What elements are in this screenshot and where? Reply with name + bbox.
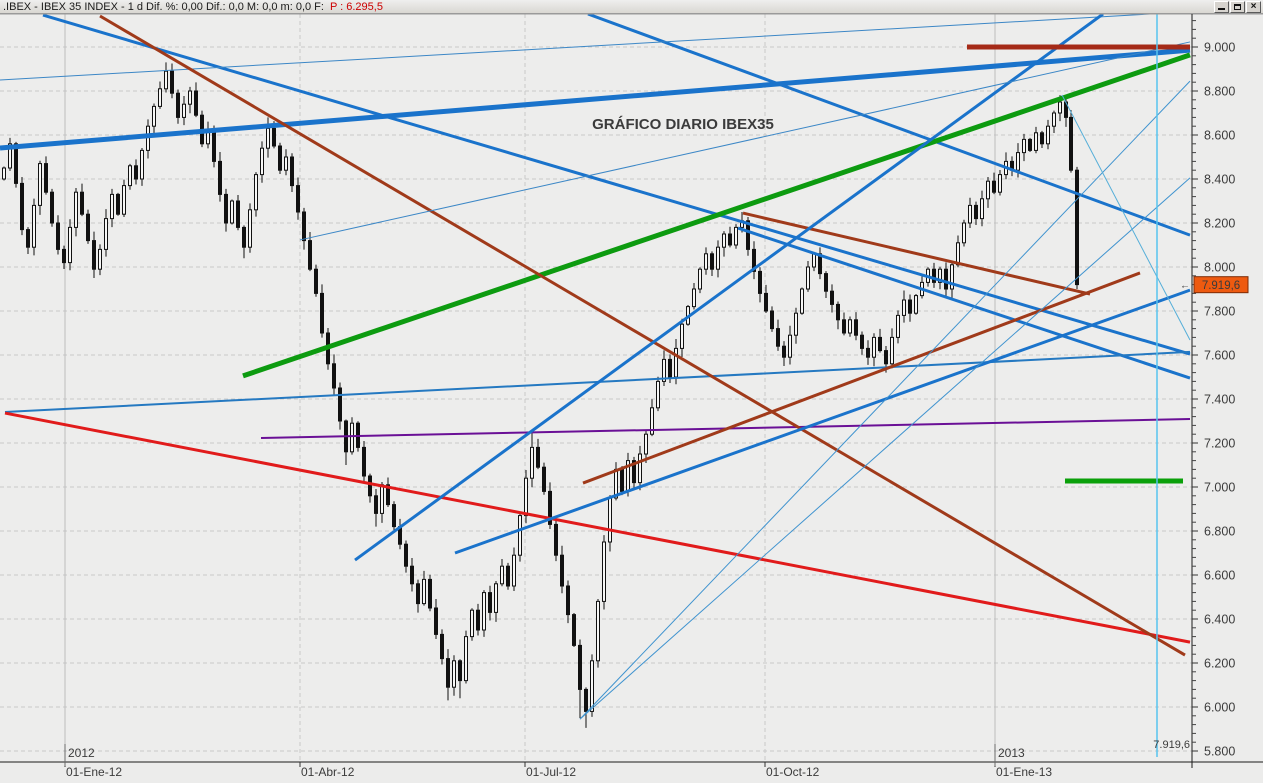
- window-titlebar[interactable]: .IBEX - IBEX 35 INDEX - 1 d Dif. %: 0,00…: [0, 0, 1263, 14]
- price-axis-label: 6.600: [1204, 569, 1235, 583]
- price-axis-label: 6.200: [1204, 657, 1235, 671]
- price-axis-label: 6.800: [1204, 525, 1235, 539]
- price-axis-label: 5.800: [1204, 745, 1235, 759]
- price-axis-label: 7.400: [1204, 393, 1235, 407]
- trend-line-long-descending-brown[interactable]: [99, 14, 1186, 657]
- price-axis-label: 8.800: [1204, 85, 1235, 99]
- trend-line-major-uptrend-green[interactable]: [242, 52, 1191, 379]
- time-axis-strip[interactable]: [0, 762, 1263, 783]
- axes: 9.000 8.800 8.600 8.400 8.200 8.000 7.800 7.600…: [0, 14, 1263, 779]
- price-axis-label: 8.400: [1204, 173, 1235, 187]
- trend-line-rising-channel-top-thick-blue[interactable]: [0, 47, 1191, 151]
- chart-canvas[interactable]: GRÁFICO DIARIO IBEX35 7.919,6 9.000 8.800…: [0, 14, 1263, 783]
- maximize-icon: [1234, 3, 1241, 10]
- close-button[interactable]: ×: [1246, 0, 1261, 13]
- window-title-price: P : 6.295,5: [329, 0, 383, 13]
- trend-line-downtrend-from-sep-peak-blue[interactable]: [737, 226, 1191, 380]
- cursor-line[interactable]: 7.919,6: [1153, 14, 1190, 757]
- trend-line-short-descending-brown[interactable]: [742, 211, 1091, 296]
- minimize-button[interactable]: [1214, 0, 1229, 13]
- last-price-label: 7.919,6: [1202, 280, 1240, 292]
- close-icon: ×: [1250, 0, 1257, 12]
- candlestick-series: [2, 62, 1079, 728]
- maximize-button[interactable]: [1230, 0, 1245, 13]
- window-title: .IBEX - IBEX 35 INDEX - 1 d Dif. %: 0,00…: [3, 0, 324, 13]
- price-axis-label: 8.000: [1204, 261, 1235, 275]
- price-axis-label: 6.400: [1204, 613, 1235, 627]
- price-axis-label: 7.000: [1204, 481, 1235, 495]
- price-axis-label: 7.800: [1204, 305, 1235, 319]
- window-buttons: ×: [1214, 0, 1261, 13]
- time-axis-label: 01-Abr-12: [301, 765, 355, 779]
- trend-line-rising-brown[interactable]: [582, 271, 1141, 485]
- time-axis-label: 01-Jul-12: [526, 765, 576, 779]
- time-axis-label: 01-Ene-12: [66, 765, 122, 779]
- trend-line-downtrend-mid-blue[interactable]: [587, 14, 1191, 237]
- price-axis-label: 8.600: [1204, 129, 1235, 143]
- year-marker-label: 2012: [68, 746, 95, 760]
- trend-lines[interactable]: [0, 14, 1191, 720]
- trend-line-thin-rising-blue[interactable]: [299, 41, 1191, 241]
- minimize-icon: [1218, 8, 1225, 10]
- chart-title: GRÁFICO DIARIO IBEX35: [592, 116, 774, 133]
- time-axis-label: 01-Ene-13: [996, 765, 1052, 779]
- price-axis-label: 7.600: [1204, 349, 1235, 363]
- price-axis-label: 9.000: [1204, 41, 1235, 55]
- cursor-price-label: 7.919,6: [1153, 739, 1190, 751]
- last-price-badge: [1193, 276, 1249, 294]
- trend-line-rising-medium-blue[interactable]: [454, 288, 1191, 555]
- year-marker-label: 2013: [998, 746, 1025, 760]
- gridlines: [0, 14, 1192, 762]
- trend-line-fan-from-july-low-shallow-cyan[interactable]: [579, 177, 1191, 720]
- price-axis-strip[interactable]: [1192, 14, 1263, 769]
- price-axis-label: 8.200: [1204, 217, 1235, 231]
- trend-line-long-descending-red[interactable]: [4, 411, 1191, 644]
- trend-line-fan-from-july-low-steep-cyan[interactable]: [579, 80, 1191, 720]
- trend-line-descending-from-jan-peak-cyan[interactable]: [1061, 94, 1191, 341]
- trend-line-downtrend-from-top-left-blue[interactable]: [42, 14, 1191, 356]
- price-axis-label: 6.000: [1204, 701, 1235, 715]
- time-axis-label: 01-Oct-12: [766, 765, 820, 779]
- trend-line-steep-uptrend-blue[interactable]: [354, 14, 1104, 562]
- price-axis-label: 7.200: [1204, 437, 1235, 451]
- last-price-arrow-icon: ←: [1180, 281, 1190, 292]
